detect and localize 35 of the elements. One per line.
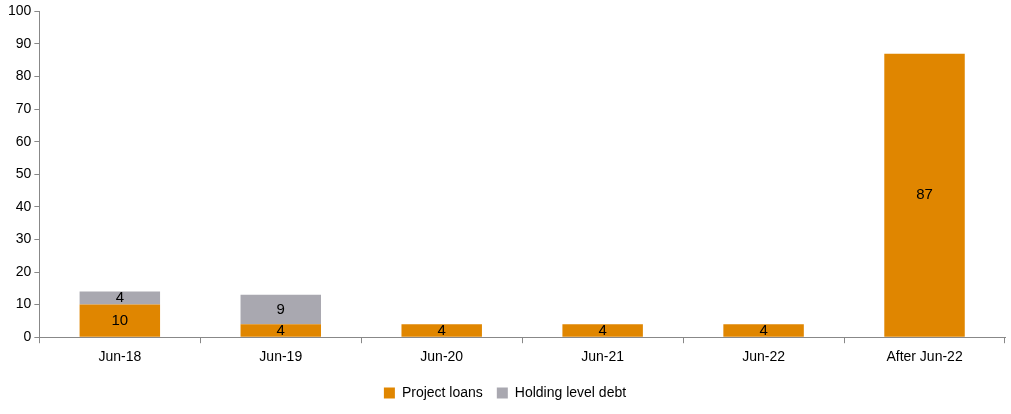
x-tick-label: Jun-21: [581, 348, 625, 365]
y-tick-label: 10: [15, 295, 32, 312]
bar: [884, 53, 965, 337]
y-tick-label: 60: [15, 132, 32, 149]
bar: [240, 294, 321, 325]
y-tick-label: 20: [15, 262, 32, 279]
x-tick-label: After Jun-22: [886, 348, 963, 365]
bar: [79, 304, 161, 337]
data-label: 87: [916, 185, 933, 203]
y-tick-label: 80: [15, 67, 32, 84]
data-label: 4: [115, 288, 124, 306]
bar: [562, 324, 643, 337]
data-label: 4: [276, 320, 285, 338]
data-label: 4: [598, 320, 607, 338]
x-tick-label: Jun-19: [259, 348, 303, 365]
legend-label: Holding level debt: [514, 383, 627, 400]
data-label: 9: [276, 299, 285, 317]
bar: [79, 291, 161, 305]
y-tick-label: 70: [15, 100, 32, 116]
y-tick-label: 90: [15, 34, 32, 51]
y-tick-label: 30: [15, 230, 32, 247]
data-label: 4: [759, 320, 768, 338]
bar: [240, 324, 321, 337]
x-tick-label: Jun-18: [98, 348, 142, 365]
data-label: 10: [111, 310, 129, 328]
bar: [723, 324, 804, 337]
y-tick-label: 40: [15, 197, 32, 214]
bar: [401, 324, 482, 337]
legend-label: Project loans: [401, 383, 483, 400]
y-tick-label: 50: [15, 165, 32, 182]
y-tick-label: 100: [8, 2, 32, 19]
x-tick-label: Jun-20: [420, 348, 464, 365]
data-label: 4: [437, 320, 446, 338]
y-tick-label: 0: [23, 328, 32, 345]
x-tick-label: Jun-22: [742, 348, 786, 365]
